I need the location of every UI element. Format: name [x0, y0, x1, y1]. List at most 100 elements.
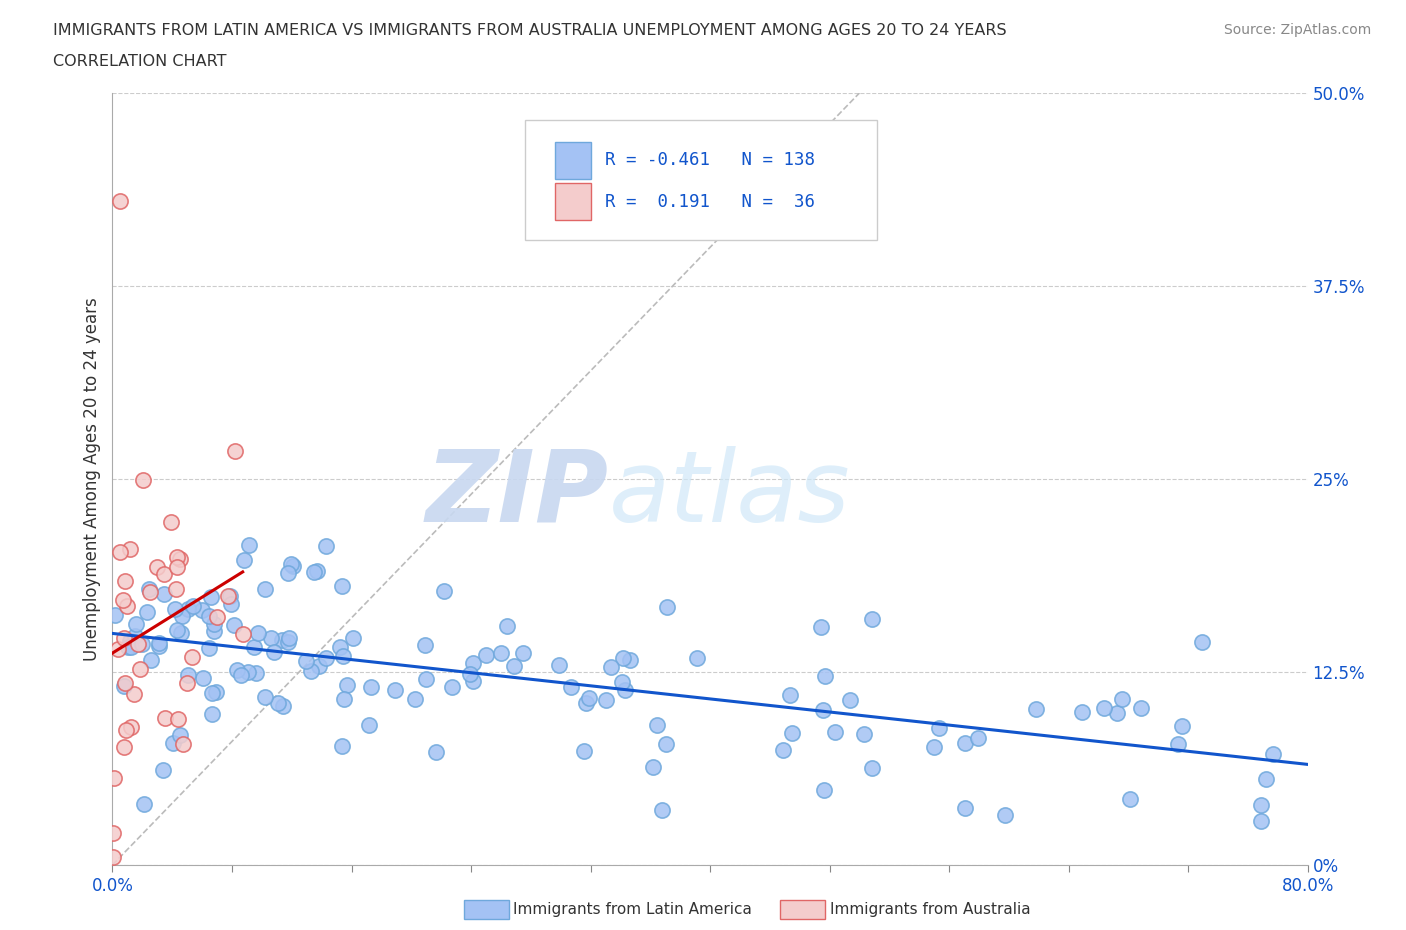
Point [299, 664, 322, 679]
Point [332, 691, 354, 706]
Point [115, 599, 138, 614]
Point [253, 690, 276, 705]
Point [772, 742, 794, 757]
FancyBboxPatch shape [554, 183, 591, 220]
Point [342, 631, 364, 645]
Point [302, 565, 325, 579]
Point [205, 609, 228, 624]
Point [259, 631, 281, 645]
Point [267, 696, 290, 711]
Point [169, 551, 191, 566]
Point [160, 515, 183, 530]
Point [132, 473, 155, 488]
Point [112, 739, 135, 754]
Point [120, 541, 142, 556]
Point [108, 193, 131, 208]
Point [404, 692, 426, 707]
Point [146, 559, 169, 574]
Point [153, 711, 176, 725]
Point [335, 678, 357, 693]
Point [112, 592, 135, 607]
Point [572, 743, 595, 758]
Point [108, 544, 131, 559]
Point [148, 635, 170, 650]
Point [148, 639, 170, 654]
Point [202, 617, 225, 631]
Point [495, 618, 517, 633]
Point [461, 673, 484, 688]
Point [118, 633, 141, 648]
Point [172, 609, 194, 624]
Point [112, 679, 135, 694]
Point [104, 607, 127, 622]
Point [124, 617, 146, 631]
Point [201, 685, 224, 700]
Point [141, 653, 163, 668]
Point [779, 687, 801, 702]
Point [360, 680, 382, 695]
Point [242, 640, 264, 655]
Point [224, 618, 246, 632]
Point [177, 602, 200, 617]
Point [1130, 700, 1153, 715]
Point [166, 711, 188, 726]
Point [169, 728, 191, 743]
Point [271, 698, 294, 713]
Text: atlas: atlas [609, 445, 851, 543]
Point [204, 623, 226, 638]
Point [315, 651, 337, 666]
Point [1191, 634, 1213, 649]
Point [280, 557, 302, 572]
Point [198, 608, 221, 623]
Point [651, 803, 673, 817]
Point [136, 605, 159, 620]
Point [201, 707, 224, 722]
Point [619, 652, 641, 667]
Point [655, 600, 678, 615]
Point [152, 763, 174, 777]
Point [359, 718, 381, 733]
Point [245, 666, 267, 681]
Point [595, 693, 617, 708]
Point [655, 737, 678, 751]
Point [193, 671, 215, 685]
Point [810, 619, 832, 634]
FancyBboxPatch shape [524, 120, 877, 240]
Point [120, 720, 142, 735]
Text: ZIP: ZIP [426, 445, 609, 543]
Point [120, 640, 142, 655]
Point [613, 682, 636, 697]
Text: CORRELATION CHART: CORRELATION CHART [53, 54, 226, 69]
Text: R = -0.461   N = 138: R = -0.461 N = 138 [605, 152, 815, 169]
Point [253, 581, 276, 596]
Point [277, 635, 299, 650]
Point [463, 656, 485, 671]
Point [238, 665, 260, 680]
Point [315, 538, 337, 553]
Point [1105, 706, 1128, 721]
Point [200, 590, 222, 604]
Point [578, 690, 600, 705]
Point [107, 642, 129, 657]
Point [162, 735, 184, 750]
Point [124, 629, 146, 644]
Point [415, 671, 437, 686]
Point [124, 687, 146, 702]
Point [824, 725, 846, 740]
Point [103, 771, 125, 786]
Point [263, 645, 285, 660]
Point [270, 632, 292, 647]
Point [132, 797, 155, 812]
Point [176, 676, 198, 691]
Point [138, 581, 160, 596]
Point [993, 808, 1015, 823]
Point [172, 737, 194, 751]
Point [166, 560, 188, 575]
Point [139, 584, 162, 599]
Point [922, 739, 945, 754]
Point [811, 702, 834, 717]
Point [489, 645, 512, 660]
Point [686, 650, 709, 665]
Text: IMMIGRANTS FROM LATIN AMERICA VS IMMIGRANTS FROM AUSTRALIA UNEMPLOYMENT AMONG AG: IMMIGRANTS FROM LATIN AMERICA VS IMMIGRA… [53, 23, 1007, 38]
Point [226, 662, 249, 677]
